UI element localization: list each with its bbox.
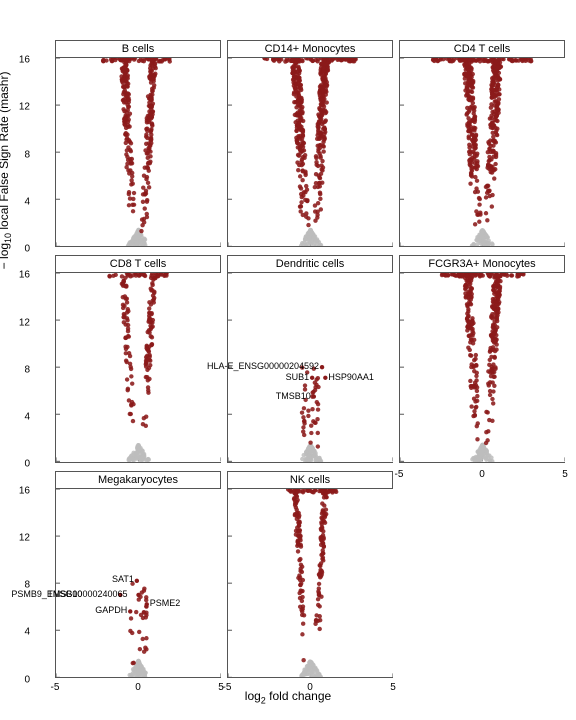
panel-title: B cells: [55, 40, 221, 58]
volcano-panel: CD14+ Monocytes: [227, 40, 393, 249]
panel-title: FCGR3A+ Monocytes: [399, 255, 565, 273]
panel-plot-area: [227, 58, 393, 247]
y-tick-label: 12: [19, 102, 30, 113]
panel-plot-area: [55, 58, 221, 247]
panel-title: Dendritic cells: [227, 255, 393, 273]
y-tick-label: 4: [24, 412, 30, 423]
volcano-panel: NK cells: [227, 471, 393, 680]
y-tick-label: 12: [19, 317, 30, 328]
y-tick-label: 0: [24, 674, 30, 685]
y-tick-label: 12: [19, 532, 30, 543]
x-axis-label: log2 fold change: [245, 689, 331, 705]
y-tick-label: 8: [24, 364, 30, 375]
panel-grid: B cells CD14+ Monocytes CD4 T cells CD8 T c…: [55, 40, 565, 680]
volcano-panel: CD4 T cells: [399, 40, 565, 249]
panel-title: CD8 T cells: [55, 255, 221, 273]
volcano-panel: B cells: [55, 40, 221, 249]
y-tick-label: 0: [24, 459, 30, 470]
x-tick-label: 5: [562, 469, 568, 480]
panel-title: NK cells: [227, 471, 393, 489]
y-tick-label: 16: [19, 55, 30, 66]
y-tick-label: 4: [24, 627, 30, 638]
x-tick-label: -5: [51, 682, 60, 693]
y-tick-label: 4: [24, 196, 30, 207]
panel-plot-area: [399, 273, 565, 462]
panel-plot-area: SAT1TMSB10PSMB9_ENSG00000240065PSME2GAPD…: [55, 489, 221, 678]
panel-title: CD14+ Monocytes: [227, 40, 393, 58]
volcano-panel: Dendritic cellsHLA-E_ENSG00000204592SUB1…: [227, 255, 393, 464]
volcano-facet-grid: − log10 local False Sign Rate (mashr) 04…: [10, 10, 566, 710]
y-axis-label: − log10 local False Sign Rate (mashr): [0, 72, 13, 270]
x-tick-label: -5: [395, 469, 404, 480]
y-tick-label: 16: [19, 270, 30, 281]
panel-plot-area: [55, 273, 221, 462]
volcano-panel: MegakaryocytesSAT1TMSB10PSMB9_ENSG000002…: [55, 471, 221, 680]
y-tick-label: 16: [19, 485, 30, 496]
y-tick-label: 8: [24, 580, 30, 591]
x-tick-label: -5: [223, 682, 232, 693]
panel-title: Megakaryocytes: [55, 471, 221, 489]
panel-plot-area: HLA-E_ENSG00000204592SUB1HSP90AA1TMSB10: [227, 273, 393, 462]
panel-plot-area: [227, 489, 393, 678]
x-tick-label: 5: [390, 682, 396, 693]
panel-plot-area: [399, 58, 565, 247]
x-tick-label: 0: [135, 682, 141, 693]
panel-title: CD4 T cells: [399, 40, 565, 58]
volcano-panel: FCGR3A+ Monocytes: [399, 255, 565, 464]
x-tick-label: 0: [479, 469, 485, 480]
y-tick-label: 0: [24, 244, 30, 255]
y-tick-label: 8: [24, 149, 30, 160]
volcano-panel: CD8 T cells: [55, 255, 221, 464]
